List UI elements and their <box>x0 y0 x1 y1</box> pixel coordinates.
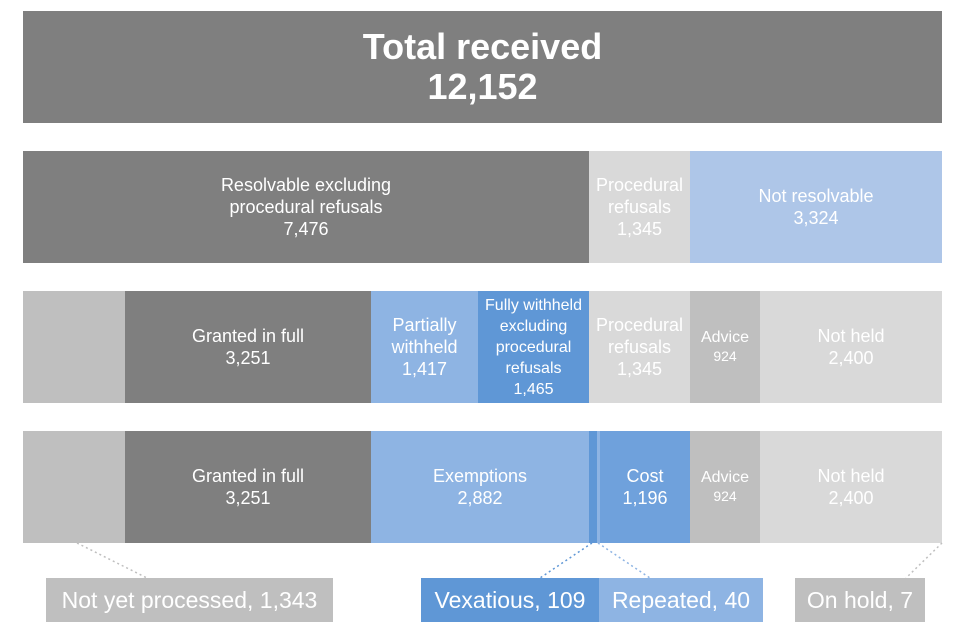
not-yet-processed-box-row2 <box>23 291 125 403</box>
not-held-box-row2: Not held 2,400 <box>760 291 942 403</box>
connector-vexatious <box>539 542 593 579</box>
granted-in-full-box-row3: Granted in full 3,251 <box>125 431 371 543</box>
not-held-label: Not held <box>817 466 885 486</box>
on-hold-callout: On hold, 7 <box>795 578 925 622</box>
procedural-refusals-box-row2: Procedural refusals 1,345 <box>589 291 690 403</box>
total-value: 12,152 <box>427 66 538 107</box>
resolvable-line2: procedural refusals <box>229 197 383 217</box>
not-held-value: 2,400 <box>828 348 874 368</box>
not-held-value: 2,400 <box>828 488 874 508</box>
procedural-value: 1,345 <box>616 219 663 239</box>
partially-withheld-box: Partially withheld 1,417 <box>371 291 478 403</box>
fully-value: 1,465 <box>513 380 554 398</box>
repeated-slice <box>597 431 600 543</box>
procedural-line2: refusals <box>607 197 672 217</box>
fully-line1: Fully withheld <box>485 296 582 314</box>
exemptions-label: Exemptions <box>432 466 528 486</box>
procedural-refusals-box-row1: Procedural refusals 1,345 <box>589 151 690 263</box>
cost-box: Cost 1,196 <box>600 431 690 543</box>
advice-label: Advice <box>700 469 750 486</box>
connector-not-yet-processed <box>76 542 148 579</box>
procedural-value: 1,345 <box>616 359 663 379</box>
exemptions-value: 2,882 <box>457 488 503 508</box>
not-yet-processed-callout: Not yet processed, 1,343 <box>46 578 333 622</box>
vexatious-slice <box>589 431 597 543</box>
not-held-label: Not held <box>817 326 885 346</box>
not-held-box-row3: Not held 2,400 <box>760 431 942 543</box>
granted-label: Granted in full <box>191 466 305 486</box>
connector-repeated <box>597 542 651 579</box>
granted-in-full-box-row2: Granted in full 3,251 <box>125 291 371 403</box>
vexatious-callout: Vexatious, 109 <box>421 578 599 622</box>
granted-value: 3,251 <box>225 488 271 508</box>
fully-line2: excluding <box>499 317 568 335</box>
granted-label: Granted in full <box>191 326 305 346</box>
exemptions-box: Exemptions 2,882 <box>371 431 589 543</box>
advice-box-row3: Advice 924 <box>690 431 760 543</box>
partially-line1: Partially <box>392 315 457 335</box>
not-resolvable-box: Not resolvable 3,324 <box>690 151 942 263</box>
total-label: Total received <box>362 26 603 67</box>
connector-on-hold <box>905 542 943 579</box>
advice-box-row2: Advice 924 <box>690 291 760 403</box>
resolvable-line1: Resolvable excluding <box>220 175 392 195</box>
procedural-line1: Procedural <box>595 175 684 195</box>
partially-value: 1,417 <box>401 359 448 379</box>
cost-value: 1,196 <box>622 488 668 508</box>
fully-line4: refusals <box>505 359 562 377</box>
resolvable-box: Resolvable excluding procedural refusals… <box>23 151 589 263</box>
granted-value: 3,251 <box>225 348 271 368</box>
fully-line3: procedural <box>495 338 572 356</box>
total-received-box: Total received 12,152 <box>23 11 942 123</box>
resolvable-value: 7,476 <box>283 219 329 239</box>
procedural-line2: refusals <box>607 337 672 357</box>
procedural-line1: Procedural <box>595 315 684 335</box>
advice-value: 924 <box>713 348 737 364</box>
fully-withheld-box: Fully withheld excluding procedural refu… <box>478 291 589 403</box>
not-yet-processed-box-row3 <box>23 431 125 543</box>
advice-label: Advice <box>700 329 750 346</box>
advice-value: 924 <box>713 488 737 504</box>
repeated-callout: Repeated, 40 <box>599 578 763 622</box>
not-resolvable-label: Not resolvable <box>758 186 874 206</box>
partially-line2: withheld <box>391 337 458 357</box>
cost-label: Cost <box>626 466 664 486</box>
not-resolvable-value: 3,324 <box>793 208 839 228</box>
